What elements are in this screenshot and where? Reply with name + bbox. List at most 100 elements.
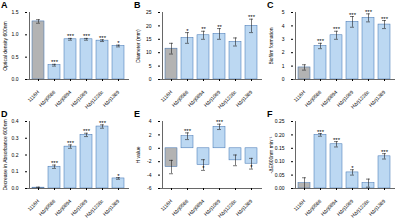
svg-text:0.05: 0.05 [275,172,285,178]
svg-text:-4: -4 [147,172,152,178]
svg-text:1116H: 1116H [159,89,173,103]
svg-text:***: *** [365,9,373,15]
svg-text:1116H: 1116H [292,198,306,212]
svg-text:1116H: 1116H [26,198,40,212]
svg-text:HΔrj1228c: HΔrj1228c [84,89,105,109]
svg-text:1: 1 [282,63,285,69]
svg-text:-6: -6 [147,185,152,191]
svg-text:0.20: 0.20 [275,132,285,138]
svg-text:***: *** [381,16,389,22]
svg-text:***: *** [99,35,107,41]
svg-text:5: 5 [149,63,152,69]
svg-text:0.15: 0.15 [275,145,285,151]
svg-text:4: 4 [282,23,285,29]
svg-text:0: 0 [149,145,152,151]
svg-text:***: *** [349,12,357,18]
svg-text:HΔrj1389: HΔrj1389 [367,89,386,108]
svg-text:0.4: 0.4 [12,118,19,124]
svg-text:3: 3 [282,36,285,42]
svg-text:HΔrj1389: HΔrj1389 [234,198,253,217]
svg-text:0.2: 0.2 [12,152,19,158]
svg-text:Biofilm formation: Biofilm formation [268,27,274,64]
svg-text:-ΔE600nm min⁻¹: -ΔE600nm min⁻¹ [268,136,274,173]
svg-text:0: 0 [282,76,285,82]
svg-text:15: 15 [146,36,152,42]
svg-text:1116H: 1116H [26,89,40,103]
svg-text:10: 10 [146,49,152,55]
svg-text:HΔrj1069: HΔrj1069 [69,197,89,217]
svg-text:***: *** [67,140,75,146]
svg-text:1116H: 1116H [159,198,173,212]
svg-text:*: * [250,164,253,170]
svg-text:***: *** [216,119,224,125]
svg-text:***: *** [99,120,107,126]
svg-text:HΔrj1389: HΔrj1389 [101,198,120,217]
svg-text:***: *** [67,33,75,39]
svg-text:HΔrj1069: HΔrj1069 [202,197,222,217]
svg-text:***: *** [381,149,389,155]
svg-text:***: *** [333,26,341,32]
svg-text:2: 2 [282,49,285,55]
svg-text:Optical density 600nm: Optical density 600nm [2,21,8,70]
svg-text:HΔrj1228c: HΔrj1228c [84,198,105,218]
svg-text:***: *** [51,160,59,166]
svg-text:HΔrj0894: HΔrj0894 [53,88,73,108]
svg-text:HΔrj0894: HΔrj0894 [53,197,73,217]
svg-text:H value: H value [135,146,141,163]
svg-text:1.5: 1.5 [12,9,19,15]
svg-text:*: * [202,165,205,171]
svg-text:0: 0 [149,76,152,82]
svg-text:HΔrj1389: HΔrj1389 [234,89,253,108]
svg-text:**: ** [201,26,206,32]
svg-text:*: * [117,173,120,179]
svg-text:25: 25 [146,9,152,15]
svg-text:***: *** [83,33,91,39]
svg-text:Decrease in Absorbance 600nm: Decrease in Absorbance 600nm [2,119,8,190]
svg-text:0.1: 0.1 [12,168,19,174]
svg-text:HΔrj1228c: HΔrj1228c [217,89,238,109]
svg-text:*: * [186,28,189,34]
svg-text:***: *** [317,38,325,44]
svg-text:0.5: 0.5 [12,54,19,60]
svg-text:***: *** [83,128,91,134]
svg-text:0.0: 0.0 [12,185,19,191]
svg-text:0.10: 0.10 [275,158,285,164]
svg-text:HΔrj0894: HΔrj0894 [186,197,206,217]
svg-text:***: *** [248,14,256,20]
svg-text:20: 20 [146,23,152,29]
svg-text:HΔrj1069: HΔrj1069 [335,88,355,108]
svg-text:0.0: 0.0 [12,76,19,82]
svg-text:HΔrj0586: HΔrj0586 [170,88,190,108]
svg-text:***: *** [184,128,192,134]
svg-text:2: 2 [149,132,152,138]
svg-text:0.00: 0.00 [275,185,285,191]
svg-text:HΔrj0586: HΔrj0586 [37,197,57,217]
svg-text:4: 4 [149,118,152,124]
svg-text:HΔrj0586: HΔrj0586 [303,197,323,217]
svg-text:***: *** [51,59,59,65]
svg-text:HΔrj1389: HΔrj1389 [367,198,386,217]
svg-text:HΔrj0586: HΔrj0586 [303,88,323,108]
svg-text:***: *** [333,137,341,143]
svg-text:1.0: 1.0 [12,31,19,37]
svg-text:HΔrj0894: HΔrj0894 [186,88,206,108]
svg-text:HΔrj1069: HΔrj1069 [69,88,89,108]
svg-text:HΔrj1069: HΔrj1069 [202,88,222,108]
svg-text:HΔrj1389: HΔrj1389 [101,89,120,108]
svg-text:Diameter (mm): Diameter (mm) [135,29,141,63]
svg-text:HΔrj1228c: HΔrj1228c [350,198,371,218]
svg-text:*: * [351,165,354,171]
svg-text:HΔrj0586: HΔrj0586 [170,197,190,217]
svg-text:***: *** [317,129,325,135]
svg-text:HΔrj0894: HΔrj0894 [319,88,339,108]
svg-text:**: ** [217,24,222,30]
svg-text:0.3: 0.3 [12,135,19,141]
svg-text:HΔrj1228c: HΔrj1228c [217,198,238,218]
svg-text:*: * [117,40,120,46]
svg-text:HΔrj1228c: HΔrj1228c [350,89,371,109]
svg-text:0.25: 0.25 [275,118,285,124]
svg-text:1116H: 1116H [292,89,306,103]
svg-text:HΔrj0586: HΔrj0586 [37,88,57,108]
svg-text:-2: -2 [147,158,152,164]
svg-text:5: 5 [282,9,285,15]
